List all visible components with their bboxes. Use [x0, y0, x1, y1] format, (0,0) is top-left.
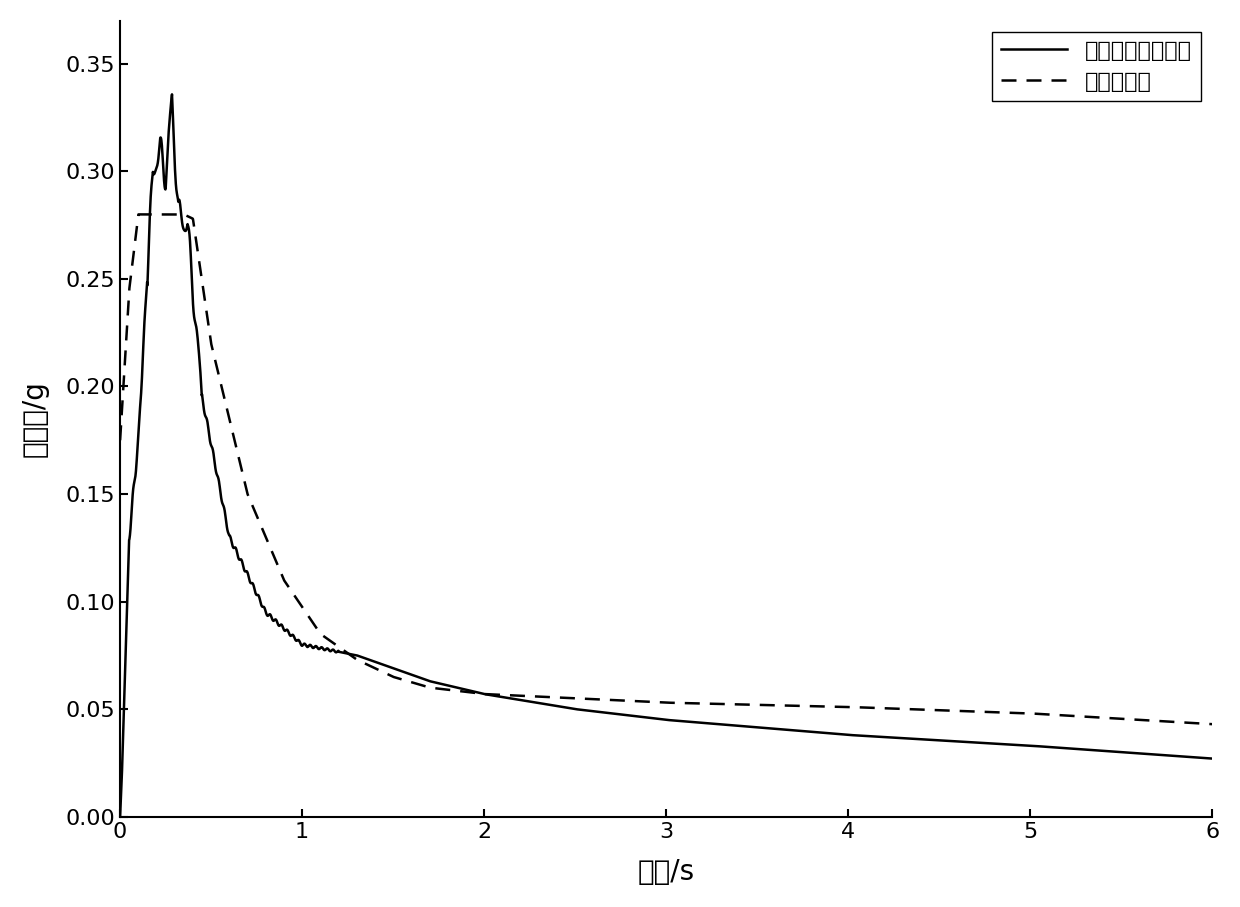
地震动平均反应谱 — [580, 705, 595, 716]
规范反应谱 — [1205, 718, 1220, 729]
地震动平均反应谱 — [1205, 753, 1220, 764]
规范反应谱 — [1172, 717, 1187, 727]
地震动平均反应谱 — [1172, 751, 1187, 762]
地震动平均反应谱 — [1117, 746, 1132, 757]
地震动平均反应谱 — [165, 89, 180, 100]
Line: 地震动平均反应谱: 地震动平均反应谱 — [120, 94, 1213, 816]
地震动平均反应谱 — [572, 704, 587, 715]
规范反应谱 — [1117, 714, 1132, 725]
地震动平均反应谱 — [113, 811, 128, 822]
Y-axis label: 反应谱/g: 反应谱/g — [21, 380, 48, 457]
Line: 规范反应谱: 规范反应谱 — [120, 214, 1213, 724]
X-axis label: 周期/s: 周期/s — [637, 858, 694, 886]
规范反应谱 — [906, 704, 921, 715]
规范反应谱 — [572, 693, 587, 704]
规范反应谱 — [131, 209, 146, 219]
规范反应谱 — [580, 694, 595, 705]
地震动平均反应谱 — [906, 734, 921, 745]
Legend: 地震动平均反应谱, 规范反应谱: 地震动平均反应谱, 规范反应谱 — [992, 32, 1202, 101]
规范反应谱 — [631, 696, 646, 707]
规范反应谱 — [113, 434, 128, 445]
地震动平均反应谱 — [631, 711, 646, 722]
